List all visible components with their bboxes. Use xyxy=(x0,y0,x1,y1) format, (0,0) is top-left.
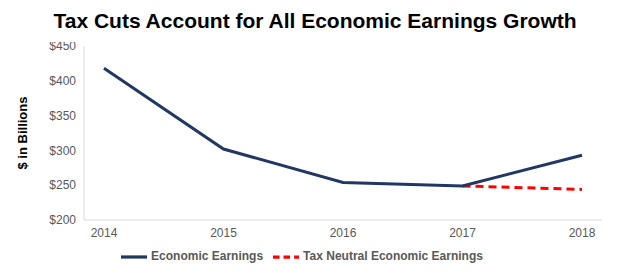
svg-text:$350: $350 xyxy=(49,109,76,123)
svg-text:2017: 2017 xyxy=(449,226,476,240)
svg-text:2014: 2014 xyxy=(91,226,118,240)
svg-text:$200: $200 xyxy=(49,213,76,227)
html-text:Tax Neutral Economic Earnings: Tax Neutral Economic Earnings xyxy=(303,249,483,264)
svg-text:$300: $300 xyxy=(49,144,76,158)
html-text:Tax Cuts Account for All Econo: Tax Cuts Account for All Economic Earnin… xyxy=(53,9,577,32)
svg-text:$ in Billions: $ in Billions xyxy=(15,97,30,170)
svg-text:2016: 2016 xyxy=(330,226,357,240)
svg-text:$450: $450 xyxy=(49,42,76,53)
svg-text:$400: $400 xyxy=(49,74,76,88)
svg-text:$250: $250 xyxy=(49,178,76,192)
svg-text:2018: 2018 xyxy=(569,226,596,240)
html-text:Economic Earnings: Economic Earnings xyxy=(151,249,264,264)
svg-text:2015: 2015 xyxy=(210,226,237,240)
